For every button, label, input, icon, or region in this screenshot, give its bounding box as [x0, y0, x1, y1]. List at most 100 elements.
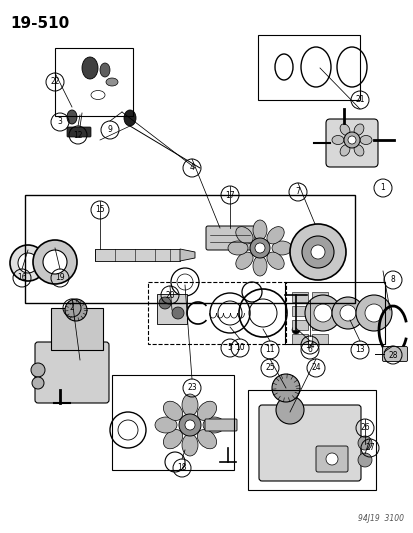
Circle shape [331, 297, 363, 329]
Bar [55, 48, 133, 116]
Ellipse shape [202, 417, 224, 433]
Text: 94J19  3100: 94J19 3100 [357, 514, 403, 523]
Ellipse shape [82, 57, 98, 79]
Text: 16: 16 [17, 273, 27, 282]
Text: 19-510: 19-510 [10, 16, 69, 31]
Text: 21: 21 [354, 95, 364, 104]
Text: 18: 18 [177, 464, 186, 472]
FancyBboxPatch shape [259, 405, 360, 481]
Bar [25, 195, 354, 303]
Circle shape [301, 236, 333, 268]
Text: 26: 26 [359, 424, 369, 432]
Ellipse shape [228, 241, 247, 255]
Text: 25: 25 [265, 364, 274, 373]
Text: 13: 13 [354, 345, 364, 354]
Text: 6: 6 [307, 345, 312, 354]
Text: 17: 17 [225, 190, 234, 199]
Text: 23: 23 [187, 384, 196, 392]
FancyBboxPatch shape [325, 119, 377, 167]
Circle shape [289, 224, 345, 280]
Circle shape [271, 374, 299, 402]
Ellipse shape [197, 401, 216, 421]
FancyBboxPatch shape [291, 320, 307, 330]
FancyBboxPatch shape [51, 308, 103, 350]
FancyBboxPatch shape [311, 320, 327, 330]
Circle shape [32, 377, 44, 389]
FancyBboxPatch shape [291, 306, 307, 316]
Text: 7: 7 [295, 188, 300, 197]
Text: 19: 19 [55, 273, 65, 282]
Circle shape [275, 396, 303, 424]
Circle shape [10, 245, 46, 281]
Bar [247, 390, 375, 490]
Ellipse shape [197, 430, 216, 449]
FancyBboxPatch shape [315, 446, 347, 472]
Circle shape [254, 243, 264, 253]
FancyBboxPatch shape [311, 334, 327, 344]
FancyBboxPatch shape [204, 419, 236, 431]
Text: 5: 5 [227, 343, 232, 352]
Ellipse shape [163, 401, 182, 421]
Text: 10: 10 [235, 343, 244, 352]
Bar [112, 375, 233, 470]
Ellipse shape [266, 227, 283, 244]
Ellipse shape [331, 135, 343, 144]
FancyBboxPatch shape [67, 127, 91, 137]
Text: 12: 12 [73, 131, 83, 140]
Circle shape [304, 295, 340, 331]
Text: 27: 27 [364, 443, 374, 453]
Circle shape [339, 305, 355, 321]
Text: 11: 11 [265, 345, 274, 354]
Ellipse shape [67, 110, 77, 124]
Text: 22: 22 [50, 77, 59, 86]
Ellipse shape [252, 220, 266, 240]
Ellipse shape [163, 430, 182, 449]
Text: 20: 20 [165, 290, 174, 300]
Ellipse shape [339, 124, 349, 135]
Ellipse shape [91, 91, 105, 100]
Circle shape [343, 132, 359, 148]
Circle shape [364, 304, 382, 322]
Circle shape [185, 420, 195, 430]
Ellipse shape [339, 145, 349, 156]
Circle shape [33, 240, 77, 284]
Bar [284, 282, 384, 344]
Ellipse shape [124, 110, 136, 126]
Bar [257, 35, 359, 100]
Polygon shape [180, 249, 195, 261]
Circle shape [291, 326, 299, 334]
Circle shape [159, 297, 171, 309]
Circle shape [355, 295, 391, 331]
Text: 24: 24 [311, 364, 320, 373]
Ellipse shape [154, 417, 177, 433]
Text: 3: 3 [57, 117, 62, 126]
Text: 9: 9 [107, 125, 112, 134]
Circle shape [313, 304, 331, 322]
FancyBboxPatch shape [311, 306, 327, 316]
Text: 15: 15 [95, 206, 104, 214]
Ellipse shape [100, 63, 110, 77]
Text: 2: 2 [69, 303, 74, 312]
Circle shape [171, 307, 183, 319]
Ellipse shape [252, 256, 266, 276]
FancyBboxPatch shape [291, 292, 307, 302]
Circle shape [347, 136, 355, 144]
Circle shape [325, 453, 337, 465]
Circle shape [65, 299, 87, 321]
Ellipse shape [106, 78, 118, 86]
Ellipse shape [235, 252, 252, 269]
Text: 4: 4 [189, 164, 194, 173]
Text: 14: 14 [304, 341, 314, 350]
Ellipse shape [235, 227, 252, 244]
FancyBboxPatch shape [206, 226, 254, 250]
Bar [147, 282, 285, 344]
Circle shape [31, 363, 45, 377]
Circle shape [178, 414, 201, 436]
Text: 1: 1 [380, 183, 385, 192]
Ellipse shape [353, 145, 363, 156]
Ellipse shape [271, 241, 291, 255]
FancyBboxPatch shape [291, 334, 307, 344]
Ellipse shape [266, 252, 283, 269]
Circle shape [18, 253, 38, 273]
Ellipse shape [182, 394, 197, 416]
